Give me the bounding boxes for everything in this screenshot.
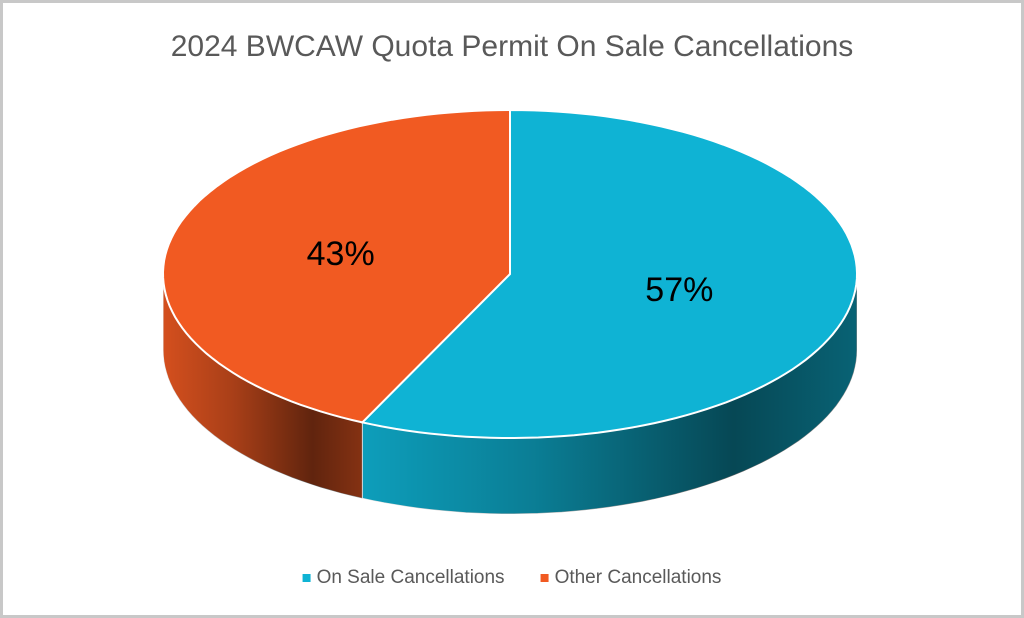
chart-title: 2024 BWCAW Quota Permit On Sale Cancella… xyxy=(171,30,854,63)
legend-marker xyxy=(302,574,311,582)
slice xyxy=(161,108,511,424)
legend-label: On Sale Cancellations xyxy=(317,567,505,588)
data-label: 43% xyxy=(307,235,375,273)
slice xyxy=(360,108,859,439)
legend-marker xyxy=(540,574,549,582)
side-shade xyxy=(362,274,857,514)
side-shade xyxy=(163,274,363,499)
data-label: 57% xyxy=(645,271,713,309)
legend-label: Other Cancellations xyxy=(555,567,722,588)
